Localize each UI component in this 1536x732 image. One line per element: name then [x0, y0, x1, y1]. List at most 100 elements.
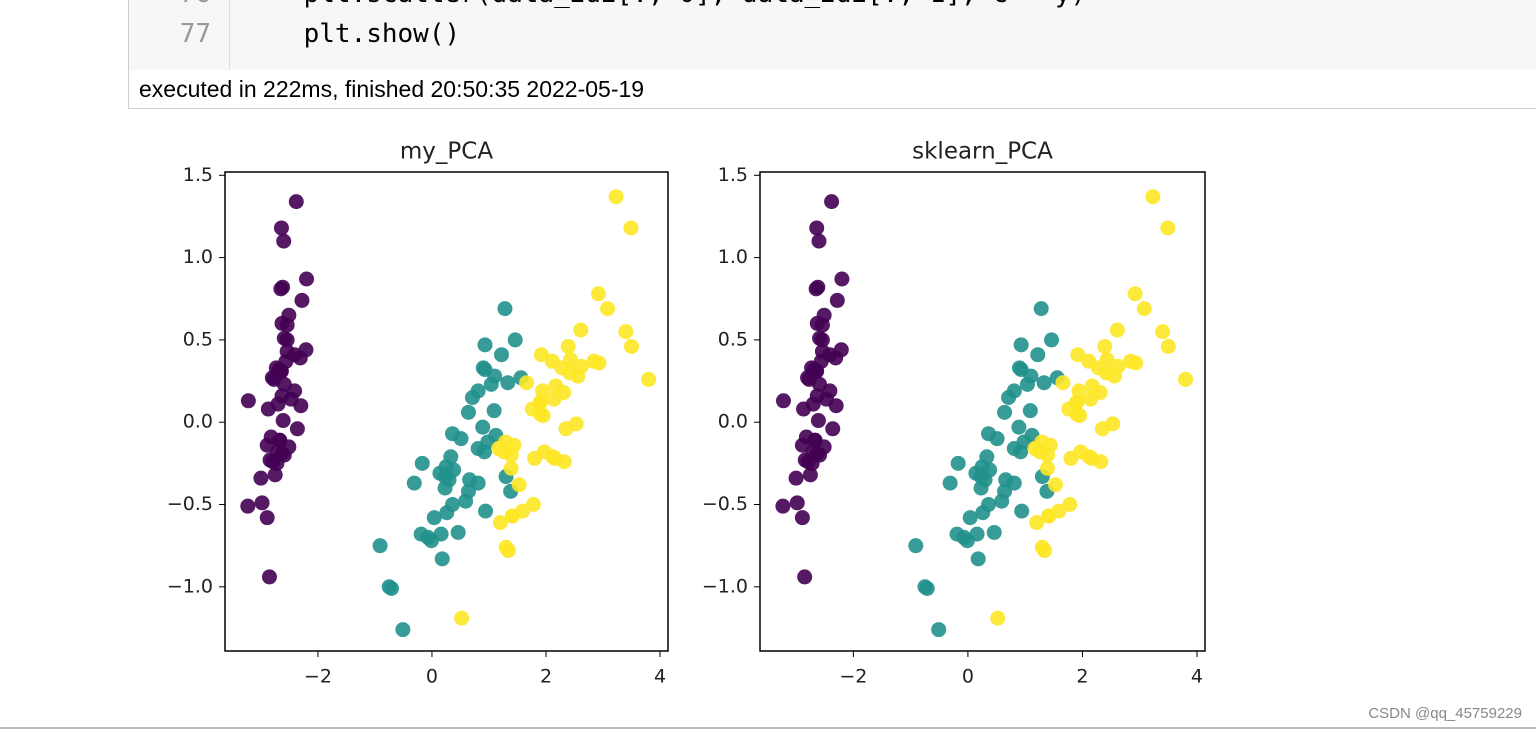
point — [1062, 497, 1078, 513]
y-tick-label: 1.5 — [718, 164, 748, 186]
point — [797, 569, 813, 585]
point — [270, 396, 286, 412]
point — [1081, 353, 1097, 369]
point — [240, 498, 256, 514]
point — [794, 510, 810, 526]
point — [1029, 515, 1045, 531]
point — [414, 455, 430, 471]
point — [444, 497, 460, 513]
point — [1123, 353, 1139, 369]
y-tick-label: 0.0 — [183, 411, 213, 433]
point — [426, 510, 442, 526]
x-tick-label: 0 — [426, 666, 438, 688]
point — [1155, 324, 1171, 340]
point — [533, 347, 549, 363]
point — [805, 396, 821, 412]
point — [824, 194, 840, 210]
point — [560, 338, 576, 354]
point — [1006, 383, 1022, 399]
point — [775, 393, 791, 409]
point — [276, 233, 292, 249]
point — [470, 383, 486, 399]
point — [262, 452, 278, 468]
point — [273, 281, 289, 297]
y-tick-label: −1.0 — [702, 575, 748, 597]
point — [834, 271, 850, 287]
point — [556, 385, 572, 401]
code-line: plt.scatter(data_2d2[:, 0], data_2d2[:, … — [241, 0, 1087, 9]
point — [289, 421, 305, 437]
point — [1070, 347, 1086, 363]
point — [1011, 360, 1027, 376]
line-number: 76 — [129, 0, 211, 9]
point — [825, 421, 841, 437]
point — [535, 383, 551, 399]
point — [1069, 394, 1085, 410]
bottom-rule — [0, 727, 1536, 729]
point — [383, 580, 399, 596]
point — [562, 365, 578, 381]
point — [1040, 460, 1056, 476]
point — [525, 497, 541, 513]
point — [266, 371, 282, 387]
point — [802, 467, 818, 483]
point — [1030, 347, 1046, 363]
point — [977, 472, 993, 488]
point — [504, 508, 520, 524]
execution-status: executed in 222ms, finished 20:50:35 202… — [128, 70, 1536, 109]
point — [986, 524, 1002, 540]
point — [460, 404, 476, 420]
point — [600, 301, 616, 317]
point — [950, 455, 966, 471]
point — [981, 426, 997, 442]
point — [477, 337, 493, 353]
point — [808, 281, 824, 297]
point — [486, 403, 502, 419]
point — [997, 404, 1013, 420]
point — [544, 353, 560, 369]
point — [829, 292, 845, 308]
x-tick-label: 0 — [962, 666, 974, 688]
point — [279, 317, 295, 333]
y-tick-label: 0.0 — [718, 411, 748, 433]
point — [450, 524, 466, 540]
point — [532, 394, 548, 410]
point — [1041, 508, 1057, 524]
point — [1033, 301, 1049, 317]
point — [949, 526, 965, 542]
point — [294, 292, 310, 308]
point — [298, 342, 314, 358]
point — [1136, 301, 1152, 317]
point — [483, 376, 499, 392]
point — [458, 493, 474, 509]
point — [547, 450, 563, 466]
point — [511, 477, 527, 493]
point — [444, 426, 460, 442]
point — [507, 332, 523, 348]
code-cell[interactable]: 76 plt.scatter(data_2d2[:, 0], data_2d2[… — [128, 0, 1536, 72]
point — [618, 324, 634, 340]
x-tick-label: 4 — [1191, 666, 1203, 688]
y-tick-label: 1.5 — [183, 164, 213, 186]
point — [503, 460, 519, 476]
point — [623, 220, 639, 236]
point — [267, 467, 283, 483]
point — [931, 622, 947, 638]
y-tick-label: 0.5 — [183, 328, 213, 350]
point — [272, 432, 288, 448]
point — [1063, 450, 1079, 466]
point — [994, 493, 1010, 509]
point — [1027, 441, 1043, 457]
point — [527, 450, 543, 466]
point — [1127, 286, 1143, 302]
status-text: executed in 222ms, finished 20:50:35 202… — [139, 76, 645, 102]
point — [406, 475, 422, 491]
point — [970, 551, 986, 567]
point — [1084, 450, 1100, 466]
point — [822, 347, 838, 363]
point — [261, 569, 277, 585]
y-tick-label: −0.5 — [702, 493, 748, 515]
point — [492, 515, 508, 531]
